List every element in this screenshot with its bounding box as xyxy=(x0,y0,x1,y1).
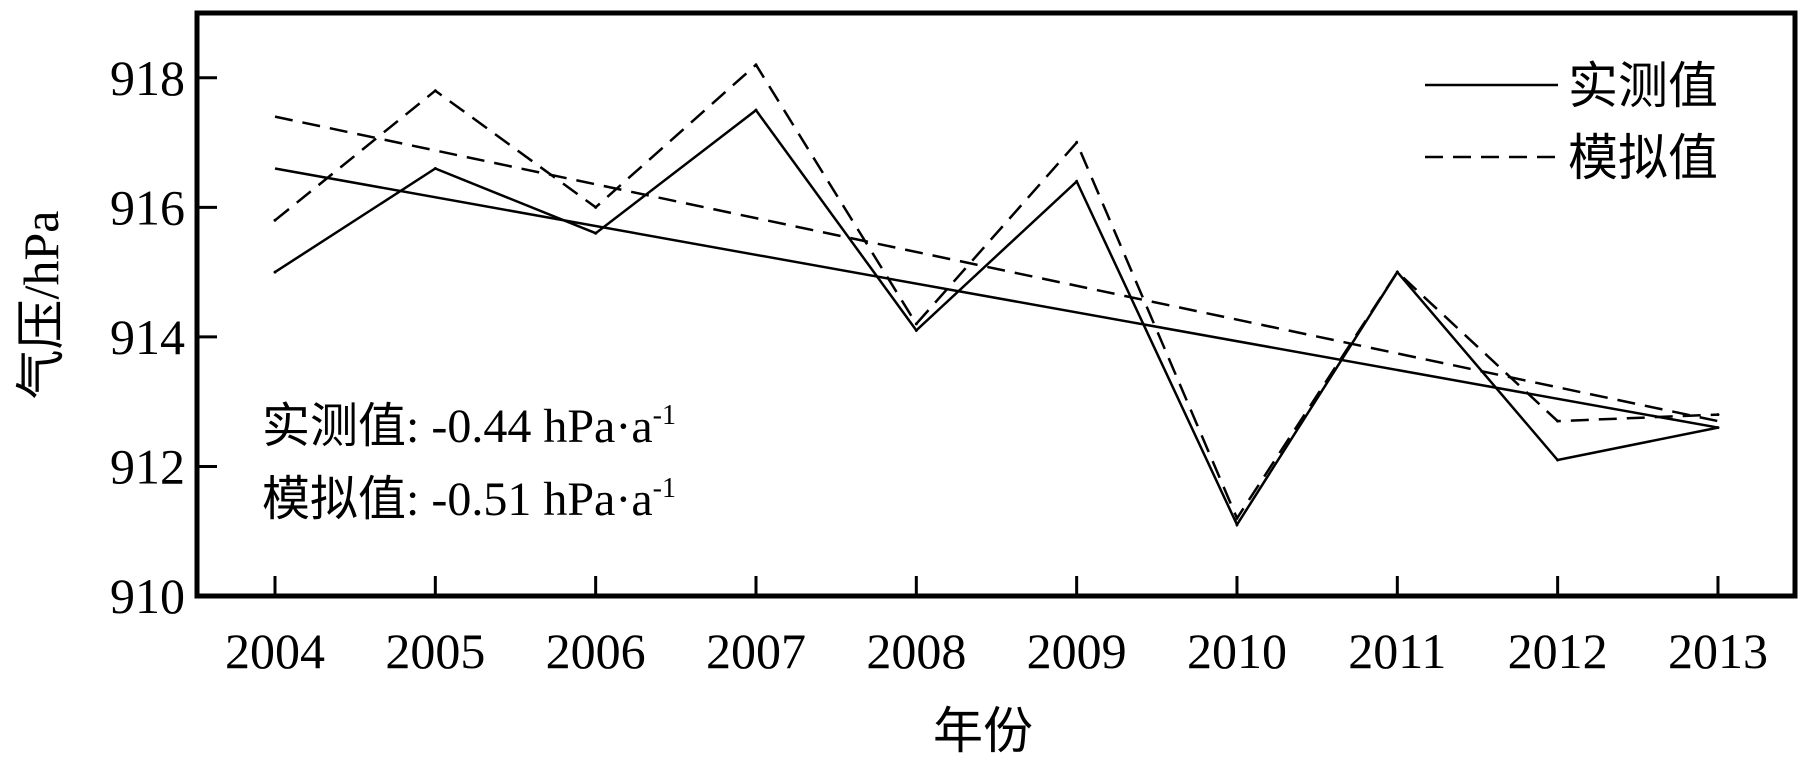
y-tick-label: 916 xyxy=(110,179,185,235)
annotation-exponent: -1 xyxy=(653,473,676,504)
legend-label: 实测值 xyxy=(1568,58,1718,114)
data-point xyxy=(914,328,918,332)
series-line-2 xyxy=(274,62,1719,521)
x-tick-label: 2005 xyxy=(385,623,485,679)
data-point xyxy=(1716,413,1720,417)
data-point xyxy=(594,205,598,209)
annotation-value: -0.44 hPa·a xyxy=(431,400,652,453)
data-point xyxy=(1075,141,1079,145)
y-tick-label: 914 xyxy=(110,309,185,365)
legend-label: 模拟值 xyxy=(1568,130,1718,186)
data-point xyxy=(1556,419,1560,423)
data-point xyxy=(594,231,598,235)
y-axis: 910 912 914 916 918 xyxy=(110,50,217,624)
plot-frame xyxy=(194,10,1798,599)
x-tick-label: 2006 xyxy=(546,623,646,679)
x-tick-label: 2009 xyxy=(1027,623,1127,679)
x-tick-label: 2007 xyxy=(706,623,806,679)
data-point xyxy=(1075,179,1079,183)
data-point xyxy=(754,108,758,112)
x-tick-label: 2012 xyxy=(1508,623,1608,679)
x-tick-label: 2008 xyxy=(866,623,966,679)
data-point xyxy=(1235,516,1239,520)
x-tick-label: 2010 xyxy=(1187,623,1287,679)
data-point xyxy=(1556,458,1560,462)
x-tick-label: 2004 xyxy=(225,623,325,679)
data-point xyxy=(754,63,758,67)
annotation-label: 实测值: xyxy=(262,400,431,453)
slope-annotation: 实测值: -0.44 hPa·a-1 xyxy=(262,400,676,453)
x-axis: 2004 2005 2006 2007 2008 2009 2010 2011 2012 2013 xyxy=(225,576,1768,679)
trendline-2 xyxy=(274,115,1719,423)
data-point xyxy=(914,322,918,326)
annotation-label: 模拟值: xyxy=(262,473,431,526)
slope-annotation: 模拟值: -0.51 hPa·a-1 xyxy=(262,473,676,526)
annotation-value: -0.51 hPa·a xyxy=(431,473,652,526)
data-point xyxy=(433,89,437,93)
y-tick-label: 912 xyxy=(110,438,185,494)
trendline-1 xyxy=(274,167,1719,429)
data-point xyxy=(1235,523,1239,527)
data-point xyxy=(273,218,277,222)
y-tick-label: 918 xyxy=(110,50,185,106)
y-tick-label: 910 xyxy=(110,568,185,624)
annotation-exponent: -1 xyxy=(653,400,676,431)
data-point xyxy=(273,270,277,274)
x-axis-label: 年份 xyxy=(933,703,1033,759)
y-axis-label: 气压/hPa xyxy=(13,211,69,400)
chart-marks xyxy=(273,62,1720,528)
data-point xyxy=(433,166,437,170)
x-tick-label: 2013 xyxy=(1668,623,1768,679)
series-line-1 xyxy=(274,108,1719,528)
data-point xyxy=(1395,270,1399,274)
x-tick-label: 2011 xyxy=(1348,623,1446,679)
